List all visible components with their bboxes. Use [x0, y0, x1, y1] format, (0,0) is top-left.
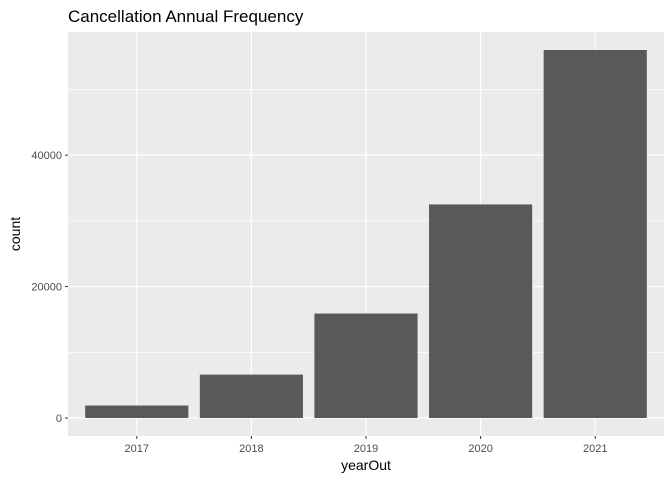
bar-2017	[85, 405, 189, 418]
y-axis-title: count	[7, 217, 23, 251]
x-tick-label: 2020	[468, 443, 492, 455]
x-axis-ticks: 2017 2018 2019 2020 2021	[125, 436, 607, 455]
bar-2018	[199, 374, 303, 418]
x-axis-title: yearOut	[341, 457, 391, 473]
bar-2021	[543, 50, 647, 418]
bar-2020	[429, 204, 533, 418]
x-tick-label: 2019	[354, 443, 378, 455]
chart-title: Cancellation Annual Frequency	[68, 7, 304, 26]
y-axis-ticks: 0 20000 40000	[31, 150, 68, 425]
y-tick-label: 20000	[31, 282, 62, 294]
bars	[85, 50, 647, 418]
y-tick-label: 0	[56, 413, 62, 425]
x-tick-label: 2017	[125, 443, 149, 455]
x-tick-label: 2018	[239, 443, 263, 455]
x-tick-label: 2021	[583, 443, 607, 455]
y-tick-label: 40000	[31, 150, 62, 162]
bar-2019	[314, 313, 418, 418]
